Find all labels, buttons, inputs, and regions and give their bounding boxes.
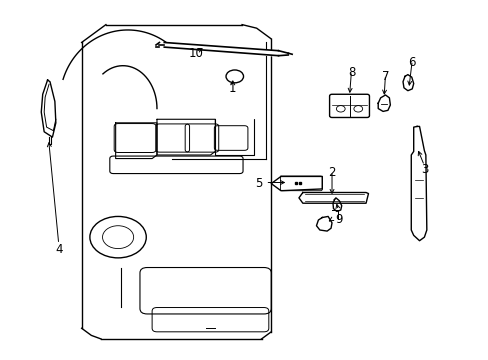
Text: 10: 10 bbox=[188, 47, 203, 60]
Text: 9: 9 bbox=[335, 213, 343, 226]
Text: 6: 6 bbox=[407, 55, 415, 69]
Text: 3: 3 bbox=[420, 163, 427, 176]
Text: 8: 8 bbox=[347, 66, 354, 79]
Text: 5: 5 bbox=[255, 177, 262, 190]
Text: 4: 4 bbox=[55, 243, 62, 256]
Text: 2: 2 bbox=[327, 166, 335, 179]
Text: 1: 1 bbox=[228, 82, 236, 95]
Text: 7: 7 bbox=[381, 70, 388, 83]
